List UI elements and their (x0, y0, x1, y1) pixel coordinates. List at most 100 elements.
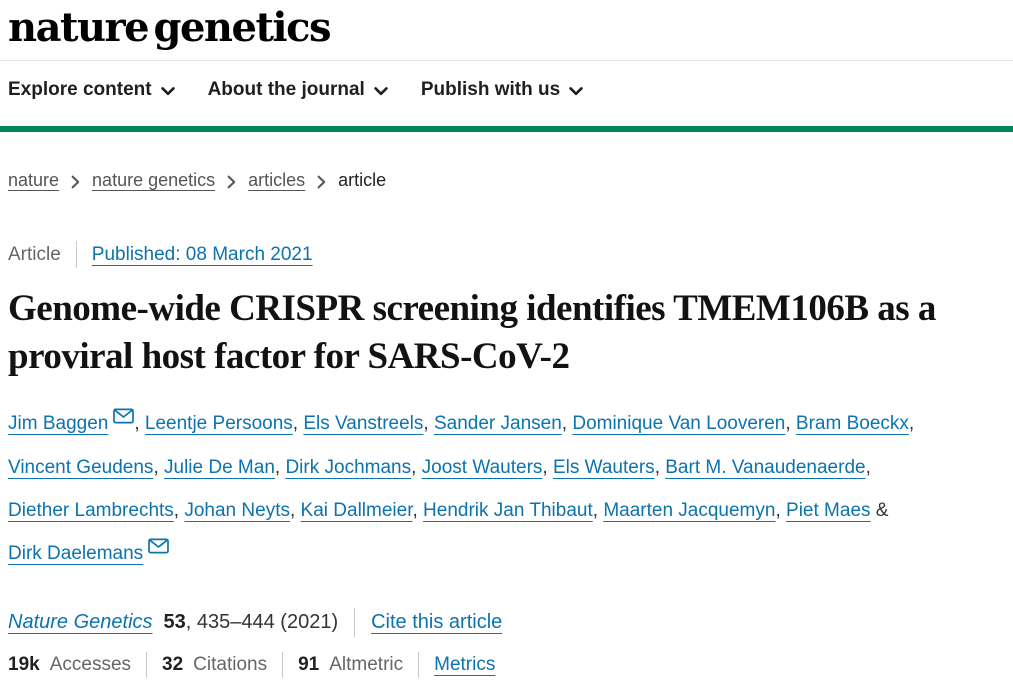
chevron-down-icon (160, 87, 175, 96)
nav-item-explore-content[interactable]: Explore content (8, 79, 175, 101)
author-item: Bart M. Vanaudenaerde (665, 457, 865, 478)
author-item: Bram Boeckx (796, 413, 909, 434)
metric-label-altmetric: Altmetric (329, 654, 404, 676)
author-separator: , (289, 499, 301, 521)
citation-divider (354, 608, 356, 638)
article-header: Article Published: 08 March 2021 Genome-… (0, 241, 1013, 679)
metrics-row: 19k Accesses 32 Citations 91 Altmetric Metrics (8, 652, 1005, 679)
meta-divider (75, 241, 77, 268)
author-item: Els Vanstreels (303, 413, 423, 434)
breadcrumb-separator-icon (227, 175, 236, 189)
author-item: Julie De Man (164, 457, 275, 478)
journal-link[interactable]: Nature Genetics (8, 611, 153, 634)
site-header: nature genetics Explore content About th… (0, 0, 1013, 132)
metrics-link[interactable]: Metrics (434, 654, 496, 676)
author-link[interactable]: Diether Lambrechts (8, 499, 174, 521)
author-separator: , (654, 456, 666, 478)
article-title: Genome-wide CRISPR screening identifies … (8, 288, 936, 378)
author-separator: , (173, 499, 185, 521)
journal-logo[interactable]: nature genetics (8, 4, 332, 51)
author-link[interactable]: Els Wauters (552, 456, 655, 478)
author-item: Johan Neyts (184, 500, 290, 521)
author-separator: , (412, 499, 424, 521)
citation-volume: 53 (163, 611, 186, 634)
breadcrumb: nature nature genetics articles article (8, 170, 1005, 191)
author-link[interactable]: Dominique Van Looveren (572, 413, 786, 435)
author-separator: , (423, 413, 434, 435)
citation-pages: , 435–444 (2021) (185, 611, 339, 634)
metric-value-altmetric: 91 (298, 654, 320, 676)
author-item: Vincent Geudens (8, 457, 153, 478)
metrics-divider (418, 652, 420, 679)
nav-item-label: Publish with us (420, 79, 561, 100)
author-item: Dominique Van Looveren (572, 413, 785, 434)
breadcrumb-separator-icon (317, 175, 326, 189)
brand-green-bar (0, 126, 1013, 132)
author-separator: , (561, 413, 573, 435)
breadcrumb-link-articles[interactable]: articles (248, 170, 306, 190)
chevron-down-icon (569, 84, 583, 96)
email-envelope-icon[interactable] (148, 538, 170, 554)
cite-this-article-link[interactable]: Cite this article (371, 611, 503, 634)
author-separator: , (292, 413, 304, 435)
nav-item-about-the-journal[interactable]: About the journal (208, 79, 388, 101)
metric-label-citations: Citations (193, 654, 268, 676)
author-item: Diether Lambrechts (8, 500, 174, 521)
chevron-right-icon (227, 175, 236, 188)
chevron-down-icon (374, 84, 388, 96)
email-envelope-icon[interactable] (113, 408, 135, 424)
chevron-down-icon (374, 87, 388, 96)
nav-item-label: About the journal (207, 79, 365, 100)
author-link[interactable]: Dirk Jochmans (285, 456, 412, 478)
chevron-down-icon (569, 87, 583, 96)
article-meta-row: Article Published: 08 March 2021 (8, 241, 1005, 268)
metric-label-accesses: Accesses (49, 654, 132, 676)
published-date-link[interactable]: Published: 08 March 2021 (91, 243, 313, 265)
breadcrumb-current-article: article (338, 170, 387, 190)
article-type-label: Article (8, 243, 61, 265)
nav-item-publish-with-us[interactable]: Publish with us (421, 79, 583, 101)
author-item: Joost Wauters (422, 457, 543, 478)
author-item: Piet Maes (786, 500, 870, 521)
author-link[interactable]: Sander Jansen (433, 413, 562, 435)
author-link[interactable]: Vincent Geudens (8, 456, 154, 478)
author-link[interactable]: Bram Boeckx (795, 413, 909, 435)
nav-item-label: Explore content (8, 79, 152, 100)
citation-row: Nature Genetics 53 , 435–444 (2021) Cite… (8, 608, 1005, 638)
author-list: Jim Baggen , Leentje Persoons, Els Vanst… (8, 402, 1005, 575)
author-separator: , (865, 456, 871, 478)
main-nav: Explore content About the journal Publis… (0, 61, 1013, 115)
author-item: Sander Jansen (434, 413, 562, 434)
author-separator: , (592, 499, 604, 521)
chevron-right-icon (71, 175, 80, 188)
author-link[interactable]: Piet Maes (786, 499, 871, 521)
author-link[interactable]: Julie De Man (164, 456, 275, 478)
author-separator: , (134, 413, 145, 435)
author-item: Dirk Jochmans (285, 457, 411, 478)
metric-value-accesses: 19k (8, 654, 40, 676)
author-item: Jim Baggen (8, 408, 135, 435)
metrics-divider (146, 652, 148, 679)
author-separator: , (775, 499, 787, 521)
author-link[interactable]: Els Vanstreels (303, 413, 424, 435)
breadcrumb-link-nature[interactable]: nature (8, 170, 60, 190)
author-item: Kai Dallmeier (301, 500, 413, 521)
author-link[interactable]: Joost Wauters (421, 456, 543, 478)
author-link[interactable]: Bart M. Vanaudenaerde (665, 456, 866, 478)
author-link[interactable]: Dirk Daelemans (8, 543, 144, 565)
author-link[interactable]: Jim Baggen (8, 413, 109, 435)
author-link[interactable]: Maarten Jacquemyn (603, 499, 776, 521)
author-link[interactable]: Kai Dallmeier (300, 499, 413, 521)
author-item: Leentje Persoons (145, 413, 293, 434)
author-link[interactable]: Hendrik Jan Thibaut (423, 499, 593, 521)
author-separator: , (908, 413, 915, 435)
breadcrumb-link-nature-genetics[interactable]: nature genetics (92, 170, 216, 190)
author-link[interactable]: Johan Neyts (184, 499, 290, 521)
chevron-down-icon (160, 84, 175, 96)
metrics-divider (282, 652, 284, 679)
author-item: Dirk Daelemans (8, 538, 170, 565)
header-divider (0, 60, 1013, 61)
author-link[interactable]: Leentje Persoons (144, 413, 293, 435)
chevron-right-icon (317, 175, 326, 188)
author-separator: , (542, 456, 553, 478)
